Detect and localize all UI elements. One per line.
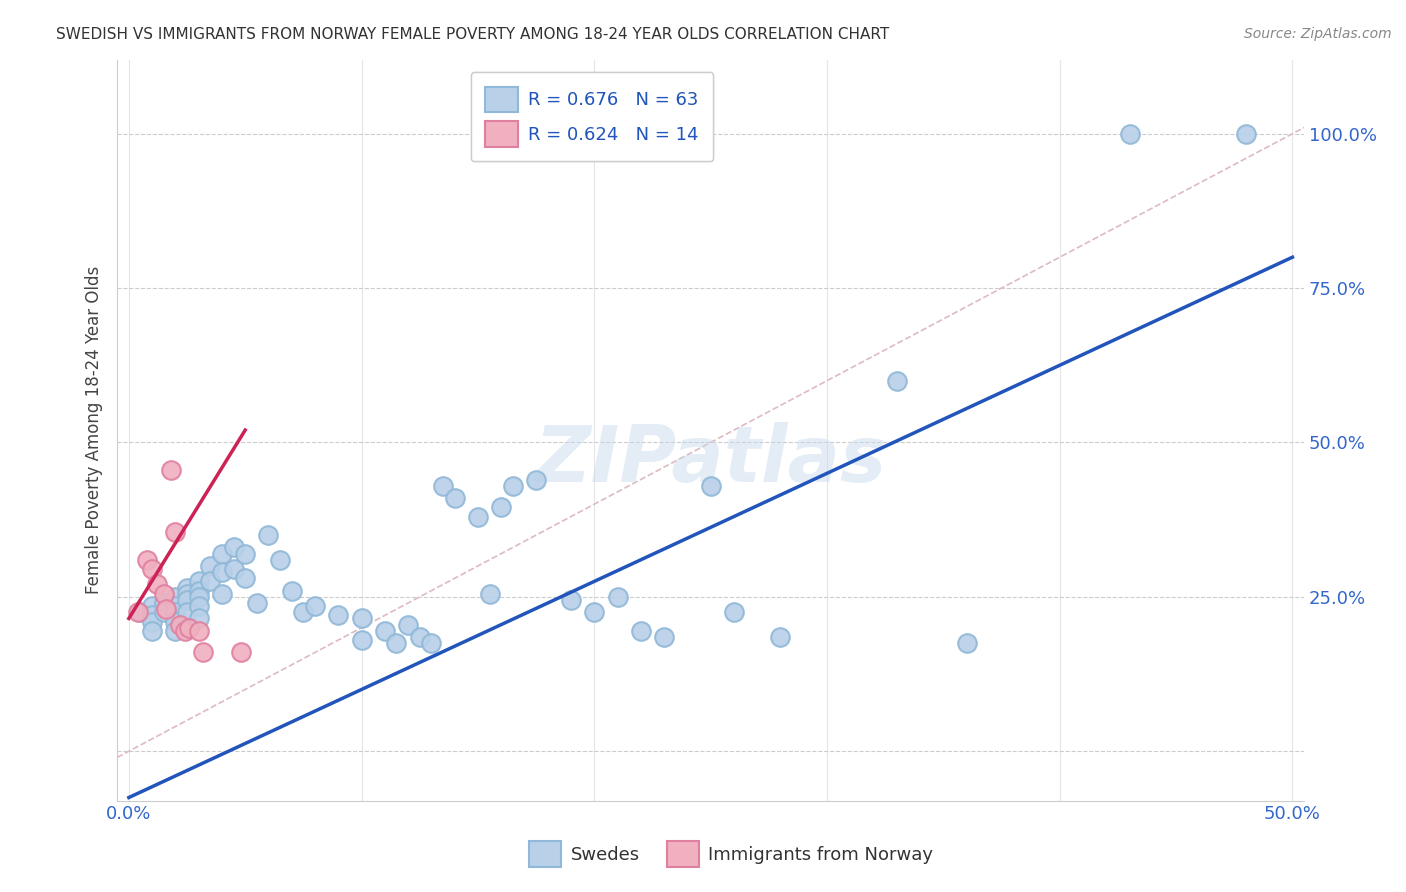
Point — [233, 571, 256, 585]
Legend: R = 0.676   N = 63, R = 0.624   N = 14: R = 0.676 N = 63, R = 0.624 N = 14 — [471, 72, 713, 161]
Point — [956, 636, 979, 650]
Point — [1118, 127, 1140, 141]
Point — [179, 621, 201, 635]
Point — [257, 528, 280, 542]
Point — [409, 630, 432, 644]
Point — [280, 583, 302, 598]
Point — [350, 633, 373, 648]
Point — [169, 617, 191, 632]
Point — [478, 587, 501, 601]
Point — [136, 553, 159, 567]
Point — [374, 624, 396, 638]
Point — [155, 602, 177, 616]
Point — [443, 491, 465, 505]
Point — [233, 547, 256, 561]
Point — [176, 581, 198, 595]
Point — [606, 590, 628, 604]
Point — [159, 463, 181, 477]
Point — [187, 583, 209, 598]
Point — [583, 605, 606, 619]
Point — [396, 617, 419, 632]
Point — [886, 374, 908, 388]
Point — [489, 500, 512, 515]
Point — [292, 605, 315, 619]
Point — [524, 473, 547, 487]
Point — [769, 630, 792, 644]
Point — [432, 478, 454, 492]
Point — [246, 596, 269, 610]
Point — [652, 630, 675, 644]
Legend: Swedes, Immigrants from Norway: Swedes, Immigrants from Norway — [522, 834, 941, 874]
Point — [1234, 127, 1257, 141]
Point — [193, 645, 215, 659]
Point — [328, 608, 350, 623]
Point — [699, 478, 721, 492]
Point — [187, 611, 209, 625]
Point — [187, 624, 209, 638]
Point — [200, 558, 222, 573]
Point — [229, 645, 252, 659]
Point — [141, 599, 163, 613]
Point — [152, 596, 174, 610]
Point — [165, 524, 187, 539]
Point — [176, 605, 198, 619]
Point — [211, 565, 233, 579]
Point — [176, 587, 198, 601]
Point — [152, 605, 174, 619]
Point — [141, 608, 163, 623]
Point — [165, 590, 187, 604]
Y-axis label: Female Poverty Among 18-24 Year Olds: Female Poverty Among 18-24 Year Olds — [86, 266, 103, 594]
Point — [187, 590, 209, 604]
Point — [187, 574, 209, 589]
Point — [222, 541, 245, 555]
Point — [165, 599, 187, 613]
Point — [141, 562, 163, 576]
Point — [200, 574, 222, 589]
Point — [560, 593, 582, 607]
Point — [127, 605, 149, 619]
Point — [129, 605, 152, 619]
Point — [211, 547, 233, 561]
Point — [152, 587, 174, 601]
Point — [304, 599, 326, 613]
Text: SWEDISH VS IMMIGRANTS FROM NORWAY FEMALE POVERTY AMONG 18-24 YEAR OLDS CORRELATI: SWEDISH VS IMMIGRANTS FROM NORWAY FEMALE… — [56, 27, 890, 42]
Text: ZIPatlas: ZIPatlas — [534, 422, 887, 498]
Point — [176, 593, 198, 607]
Point — [165, 615, 187, 629]
Point — [723, 605, 745, 619]
Point — [145, 577, 167, 591]
Point — [141, 624, 163, 638]
Point — [187, 599, 209, 613]
Point — [141, 615, 163, 629]
Point — [630, 624, 652, 638]
Point — [222, 562, 245, 576]
Point — [467, 509, 489, 524]
Point — [269, 553, 291, 567]
Point — [173, 624, 195, 638]
Point — [502, 478, 524, 492]
Text: Source: ZipAtlas.com: Source: ZipAtlas.com — [1244, 27, 1392, 41]
Point — [165, 605, 187, 619]
Point — [165, 624, 187, 638]
Point — [420, 636, 443, 650]
Point — [350, 611, 373, 625]
Point — [385, 636, 408, 650]
Point — [211, 587, 233, 601]
